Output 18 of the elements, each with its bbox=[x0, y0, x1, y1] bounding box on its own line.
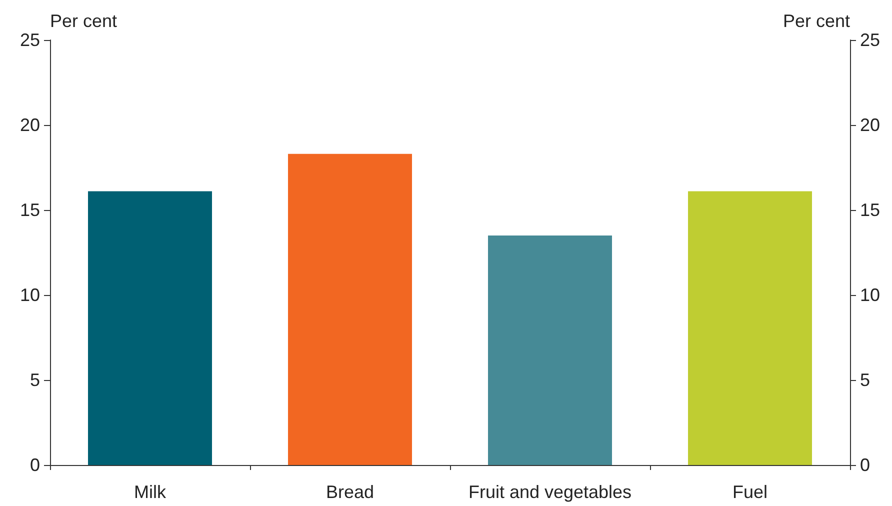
y2-tick-label: 15 bbox=[860, 200, 880, 220]
y-tick-label: 15 bbox=[20, 200, 40, 220]
y2-tick-label: 25 bbox=[860, 30, 880, 50]
y2-axis-title: Per cent bbox=[782, 11, 850, 31]
y2-tick-label: 20 bbox=[860, 115, 880, 135]
y-tick-label: 0 bbox=[30, 455, 40, 475]
y-tick-label: 25 bbox=[20, 30, 40, 50]
y2-tick-label: 5 bbox=[860, 370, 870, 390]
y2-tick-label: 0 bbox=[860, 455, 870, 475]
x-tick-label: Fruit and vegetables bbox=[468, 482, 632, 502]
y-tick-label: 10 bbox=[20, 285, 40, 305]
y2-tick-label: 10 bbox=[860, 285, 880, 305]
x-tick-label: Fuel bbox=[732, 482, 768, 502]
y-tick-label: 5 bbox=[30, 370, 40, 390]
x-tick-label: Bread bbox=[326, 482, 374, 502]
y-axis-title: Per cent bbox=[50, 11, 118, 31]
y-tick-label: 20 bbox=[20, 115, 40, 135]
x-tick-label: Milk bbox=[134, 482, 167, 502]
